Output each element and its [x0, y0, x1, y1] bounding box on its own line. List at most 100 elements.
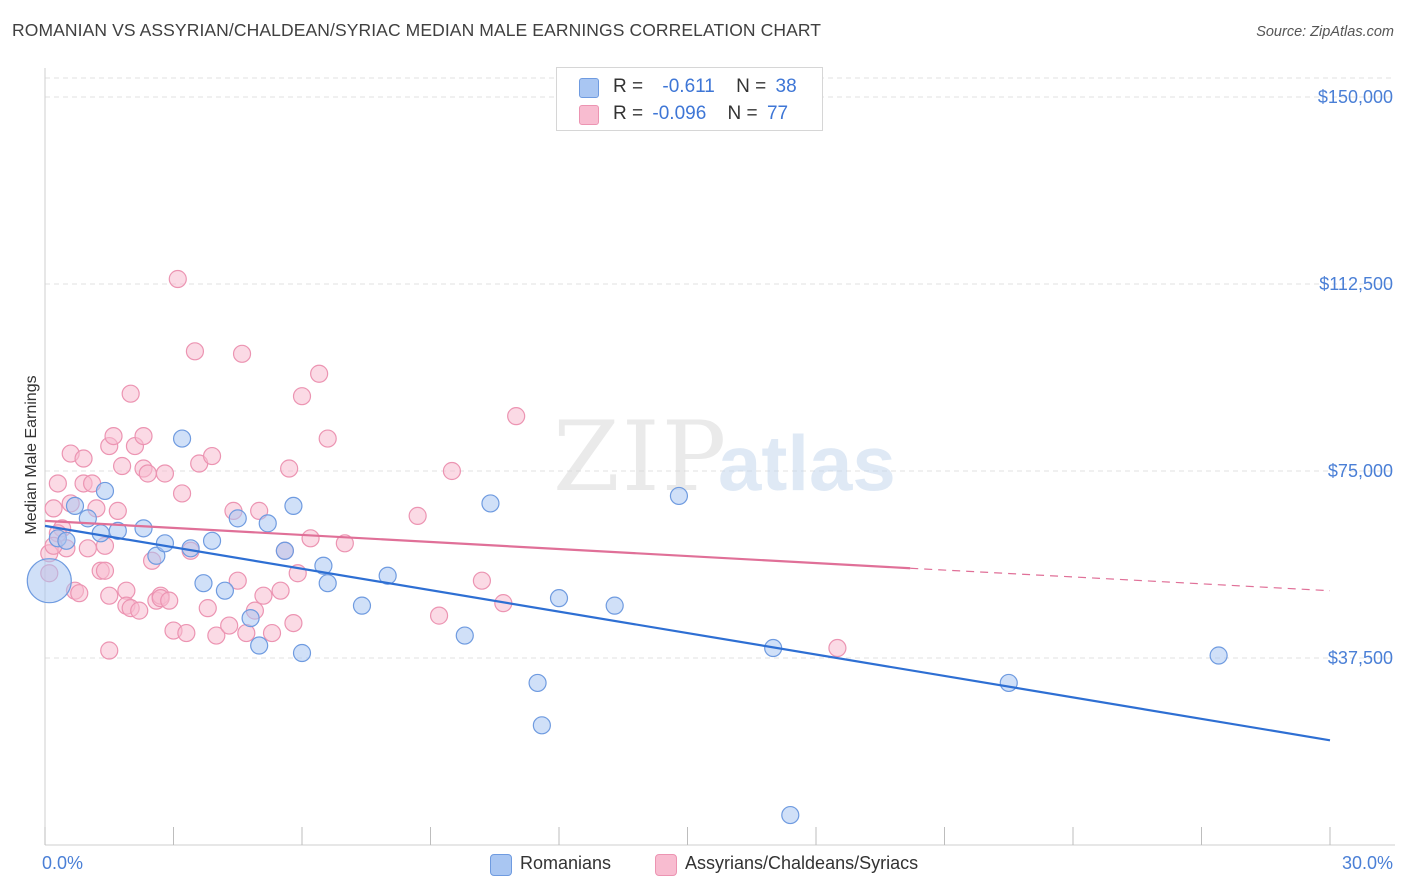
romanians-point	[352, 596, 372, 615]
romanians-legend-swatch	[490, 854, 512, 876]
trend-lines	[44, 519, 1331, 742]
assyrians-point	[177, 623, 196, 643]
assyrians-point	[284, 613, 303, 633]
assyrians-point	[198, 599, 217, 618]
assyrians-point	[250, 501, 269, 520]
axes	[44, 68, 1395, 846]
assyrians-point	[95, 561, 115, 580]
assyrians-point	[74, 449, 93, 468]
romanians-point	[1209, 646, 1228, 665]
assyrians-legend-label: Assyrians/Chaldeans/Syriacs	[685, 853, 919, 873]
assyrians-point	[100, 641, 119, 660]
assyrians-trend-extension	[910, 567, 1331, 592]
legend-r-value: -0.611	[662, 76, 715, 97]
x-tick-label: 30.0%	[1342, 853, 1393, 873]
romanians-points	[26, 429, 1228, 825]
assyrians-point	[172, 484, 192, 503]
romanians-point	[241, 609, 260, 628]
romanians-point	[528, 673, 547, 693]
romanians-point	[532, 716, 551, 735]
assyrians-point	[44, 499, 63, 518]
assyrians-point	[271, 581, 290, 600]
assyrians-point	[408, 506, 427, 525]
romanians-point	[318, 574, 337, 593]
romanians-point	[155, 534, 175, 553]
romanians-point	[258, 514, 277, 533]
assyrians-point	[108, 501, 127, 520]
assyrians-legend-swatch	[655, 854, 677, 876]
tick-labels: $37,500 $75,000 $112,500 $150,000 0.0% 30.0%	[42, 87, 1393, 873]
y-tick-label: $75,000	[1328, 461, 1393, 481]
assyrians-point	[160, 591, 179, 610]
romanians-point	[549, 589, 569, 608]
assyrians-point	[254, 586, 273, 605]
legend-n-label: N =	[727, 103, 758, 124]
assyrians-point	[155, 464, 175, 483]
assyrians-point	[220, 616, 239, 635]
assyrians-point	[262, 623, 282, 643]
legend-r-value: -0.096	[652, 103, 707, 124]
romanians-point	[250, 636, 269, 655]
romanians-point	[108, 521, 127, 540]
assyrians-point	[134, 426, 153, 446]
assyrians-point	[228, 571, 247, 590]
legend-r-label: R =	[613, 76, 644, 97]
romanians-swatch	[579, 78, 599, 98]
romanians-point	[194, 574, 213, 593]
romanians-point	[147, 546, 166, 565]
romanians-point	[292, 643, 312, 663]
romanians-point	[378, 566, 397, 585]
assyrians-point	[70, 584, 89, 603]
romanians-trend-line	[44, 524, 1331, 742]
romanians-legend-label: Romanians	[520, 853, 612, 873]
romanians-point	[999, 673, 1018, 693]
romanians-point	[605, 596, 624, 615]
romanians-point	[455, 626, 474, 645]
romanians-point	[314, 556, 333, 575]
assyrians-point	[130, 601, 149, 620]
assyrians-point	[185, 342, 205, 361]
romanians-point	[284, 496, 303, 516]
assyrians-point	[292, 387, 312, 406]
assyrians-point	[237, 623, 256, 643]
assyrians-point	[472, 571, 491, 590]
assyrians-point	[138, 464, 157, 483]
assyrians-point	[207, 626, 226, 645]
assyrians-point	[442, 461, 462, 481]
romanians-point	[57, 531, 76, 550]
romanians-point	[172, 429, 192, 448]
assyrians-point	[301, 529, 320, 548]
assyrians-point	[318, 429, 337, 448]
assyrians-trend-line	[44, 519, 911, 570]
assyrians-point	[828, 638, 847, 658]
chart-source: Source: ZipAtlas.com	[1256, 24, 1394, 40]
romanians-point	[228, 509, 247, 528]
romanians-point	[202, 531, 222, 550]
assyrians-point	[100, 586, 119, 605]
assyrians-point	[232, 344, 252, 363]
romanians-point	[669, 486, 689, 506]
romanians-point	[781, 805, 800, 825]
y-tick-label: $150,000	[1318, 87, 1393, 107]
chart-title: ROMANIAN VS ASSYRIAN/CHALDEAN/SYRIAC MED…	[12, 20, 822, 40]
y-tick-label: $37,500	[1328, 648, 1393, 668]
watermark-zip: ZIP	[553, 401, 728, 513]
assyrians-point	[48, 474, 67, 493]
grid-lines	[45, 77, 1395, 659]
assyrians-point	[78, 539, 97, 558]
romanians-point	[65, 496, 85, 516]
assyrians-point	[168, 269, 187, 289]
y-tick-label: $112,500	[1319, 274, 1393, 294]
assyrians-point	[429, 606, 449, 625]
assyrians-points	[40, 269, 847, 660]
assyrians-point	[202, 446, 222, 466]
assyrians-point	[310, 364, 329, 383]
romanians-point	[95, 481, 115, 501]
assyrians-point	[335, 534, 354, 553]
assyrians-point	[280, 459, 299, 478]
legend-r-label: R =	[613, 103, 644, 124]
romanians-point	[215, 581, 234, 600]
romanians-point	[26, 558, 72, 604]
assyrians-point	[507, 407, 526, 426]
